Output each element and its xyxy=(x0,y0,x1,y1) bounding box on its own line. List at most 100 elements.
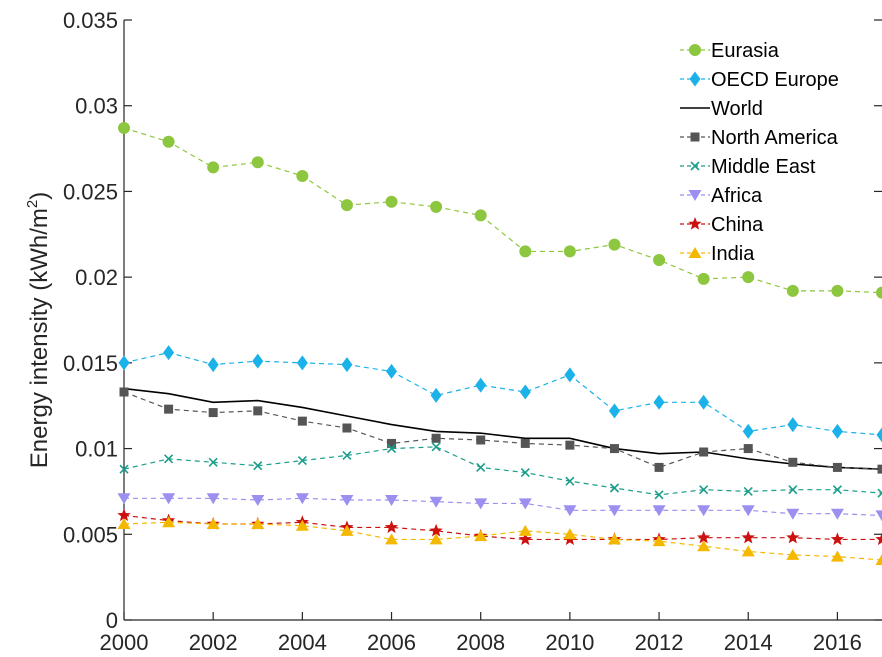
series-north-america xyxy=(119,387,882,474)
data-point xyxy=(162,493,176,505)
legend-label: OECD Europe xyxy=(711,69,839,91)
series-eurasia xyxy=(118,122,882,299)
data-point xyxy=(652,505,666,517)
legend-label: North America xyxy=(711,127,839,149)
data-point xyxy=(476,462,486,472)
data-point xyxy=(654,490,664,500)
legend-swatch-marker xyxy=(689,71,701,87)
data-point xyxy=(786,548,800,560)
data-point xyxy=(832,485,842,495)
data-point xyxy=(742,271,755,284)
data-point xyxy=(699,447,709,457)
data-point xyxy=(518,524,532,536)
x-tick-label: 2002 xyxy=(189,630,238,655)
data-point xyxy=(118,122,130,134)
data-point xyxy=(830,508,844,520)
data-point xyxy=(341,357,353,373)
data-point xyxy=(786,284,799,297)
data-point xyxy=(876,427,882,443)
data-point xyxy=(831,423,843,439)
data-point xyxy=(386,444,397,454)
x-tick-label: 2012 xyxy=(635,630,684,655)
data-point xyxy=(653,394,665,410)
series-line xyxy=(123,127,882,294)
data-point xyxy=(252,353,264,369)
legend-label: World xyxy=(711,98,763,120)
data-point xyxy=(743,486,753,496)
y-axis-label-superscript: 2 xyxy=(24,200,41,208)
data-point xyxy=(296,355,308,371)
legend-label: Middle East xyxy=(711,156,816,178)
data-point xyxy=(342,450,352,460)
data-point xyxy=(163,345,175,361)
series-line xyxy=(123,446,882,496)
data-point xyxy=(206,493,220,505)
data-point xyxy=(742,423,754,439)
data-point xyxy=(117,518,131,529)
legend-swatch-marker xyxy=(689,44,701,56)
data-point xyxy=(698,394,710,410)
data-point xyxy=(875,532,882,546)
data-point xyxy=(697,272,710,285)
data-point xyxy=(253,406,263,416)
data-point xyxy=(164,404,174,414)
data-point xyxy=(609,483,620,493)
data-point xyxy=(251,518,265,529)
data-point xyxy=(786,530,800,544)
x-tick-label: 2016 xyxy=(813,630,862,655)
data-point xyxy=(518,532,532,546)
data-point xyxy=(875,510,882,522)
y-tick-label: 0.005 xyxy=(63,522,118,547)
data-point xyxy=(609,444,619,454)
data-point xyxy=(430,387,442,403)
data-point xyxy=(877,488,882,498)
data-point xyxy=(118,355,130,371)
series-india xyxy=(117,516,882,565)
x-tick-label: 2010 xyxy=(545,630,594,655)
data-point xyxy=(832,462,842,472)
data-point xyxy=(564,367,576,383)
y-axis-label-text: Energy intensity (kWh/m xyxy=(26,208,53,468)
data-point xyxy=(297,416,307,426)
series-africa xyxy=(117,493,882,522)
data-point xyxy=(476,435,486,445)
data-point xyxy=(295,519,309,531)
series-line xyxy=(123,391,882,470)
data-point xyxy=(340,495,354,506)
data-point xyxy=(342,423,352,433)
data-point xyxy=(830,550,844,562)
x-tick-label: 2014 xyxy=(724,630,773,655)
x-tick-label: 2004 xyxy=(278,630,327,655)
data-point xyxy=(786,508,800,520)
x-tick-label: 2006 xyxy=(367,630,416,655)
data-point xyxy=(208,408,218,418)
y-axis: 0 0.005 0.01 0.015 0.02 0.025 0.03 0.035 xyxy=(63,8,882,633)
legend-item: India xyxy=(680,243,755,265)
legend-swatch-marker xyxy=(690,161,700,171)
data-point xyxy=(429,496,443,508)
legend-item: China xyxy=(680,214,764,236)
series-line xyxy=(124,497,882,517)
data-point xyxy=(296,170,309,182)
data-point xyxy=(385,495,399,506)
data-point xyxy=(876,286,882,299)
data-point xyxy=(831,284,844,297)
y-tick-label: 0 xyxy=(106,608,118,633)
data-point xyxy=(607,533,621,545)
data-point xyxy=(519,245,532,258)
data-point xyxy=(608,238,621,251)
data-point xyxy=(162,516,176,528)
legend-swatch-marker xyxy=(688,190,702,201)
x-tick-label: 2008 xyxy=(456,630,505,655)
data-point xyxy=(208,457,218,467)
data-point xyxy=(117,508,131,522)
data-point xyxy=(607,505,621,517)
series-line xyxy=(123,521,882,561)
plot-area xyxy=(124,20,882,620)
data-point xyxy=(340,524,354,536)
data-point xyxy=(206,518,220,529)
data-point xyxy=(253,461,263,471)
data-point xyxy=(431,433,441,443)
data-point xyxy=(653,254,666,266)
